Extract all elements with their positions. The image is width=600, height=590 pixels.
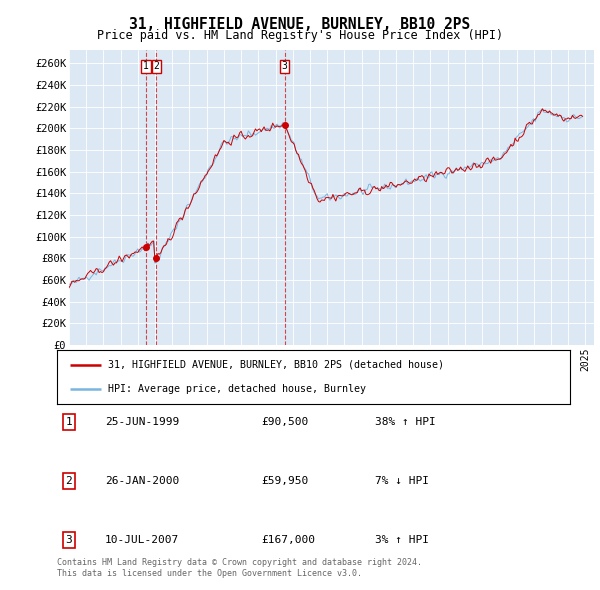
Text: 7% ↓ HPI: 7% ↓ HPI [375,476,429,486]
Text: 2: 2 [154,61,159,71]
Text: HPI: Average price, detached house, Burnley: HPI: Average price, detached house, Burn… [109,385,366,395]
Text: Price paid vs. HM Land Registry's House Price Index (HPI): Price paid vs. HM Land Registry's House … [97,30,503,42]
Text: 1: 1 [143,61,149,71]
Text: 31, HIGHFIELD AVENUE, BURNLEY, BB10 2PS (detached house): 31, HIGHFIELD AVENUE, BURNLEY, BB10 2PS … [109,359,444,369]
Text: £90,500: £90,500 [261,417,308,427]
Text: 31, HIGHFIELD AVENUE, BURNLEY, BB10 2PS: 31, HIGHFIELD AVENUE, BURNLEY, BB10 2PS [130,17,470,32]
Text: 38% ↑ HPI: 38% ↑ HPI [375,417,436,427]
Text: 1: 1 [65,417,73,427]
Text: Contains HM Land Registry data © Crown copyright and database right 2024.: Contains HM Land Registry data © Crown c… [57,558,422,566]
Text: 2: 2 [65,476,73,486]
Text: £167,000: £167,000 [261,535,315,545]
Text: 3: 3 [65,535,73,545]
Text: 26-JAN-2000: 26-JAN-2000 [105,476,179,486]
Text: 10-JUL-2007: 10-JUL-2007 [105,535,179,545]
Text: 25-JUN-1999: 25-JUN-1999 [105,417,179,427]
Text: This data is licensed under the Open Government Licence v3.0.: This data is licensed under the Open Gov… [57,569,362,578]
Text: £59,950: £59,950 [261,476,308,486]
Text: 3: 3 [281,61,287,71]
Text: 3% ↑ HPI: 3% ↑ HPI [375,535,429,545]
